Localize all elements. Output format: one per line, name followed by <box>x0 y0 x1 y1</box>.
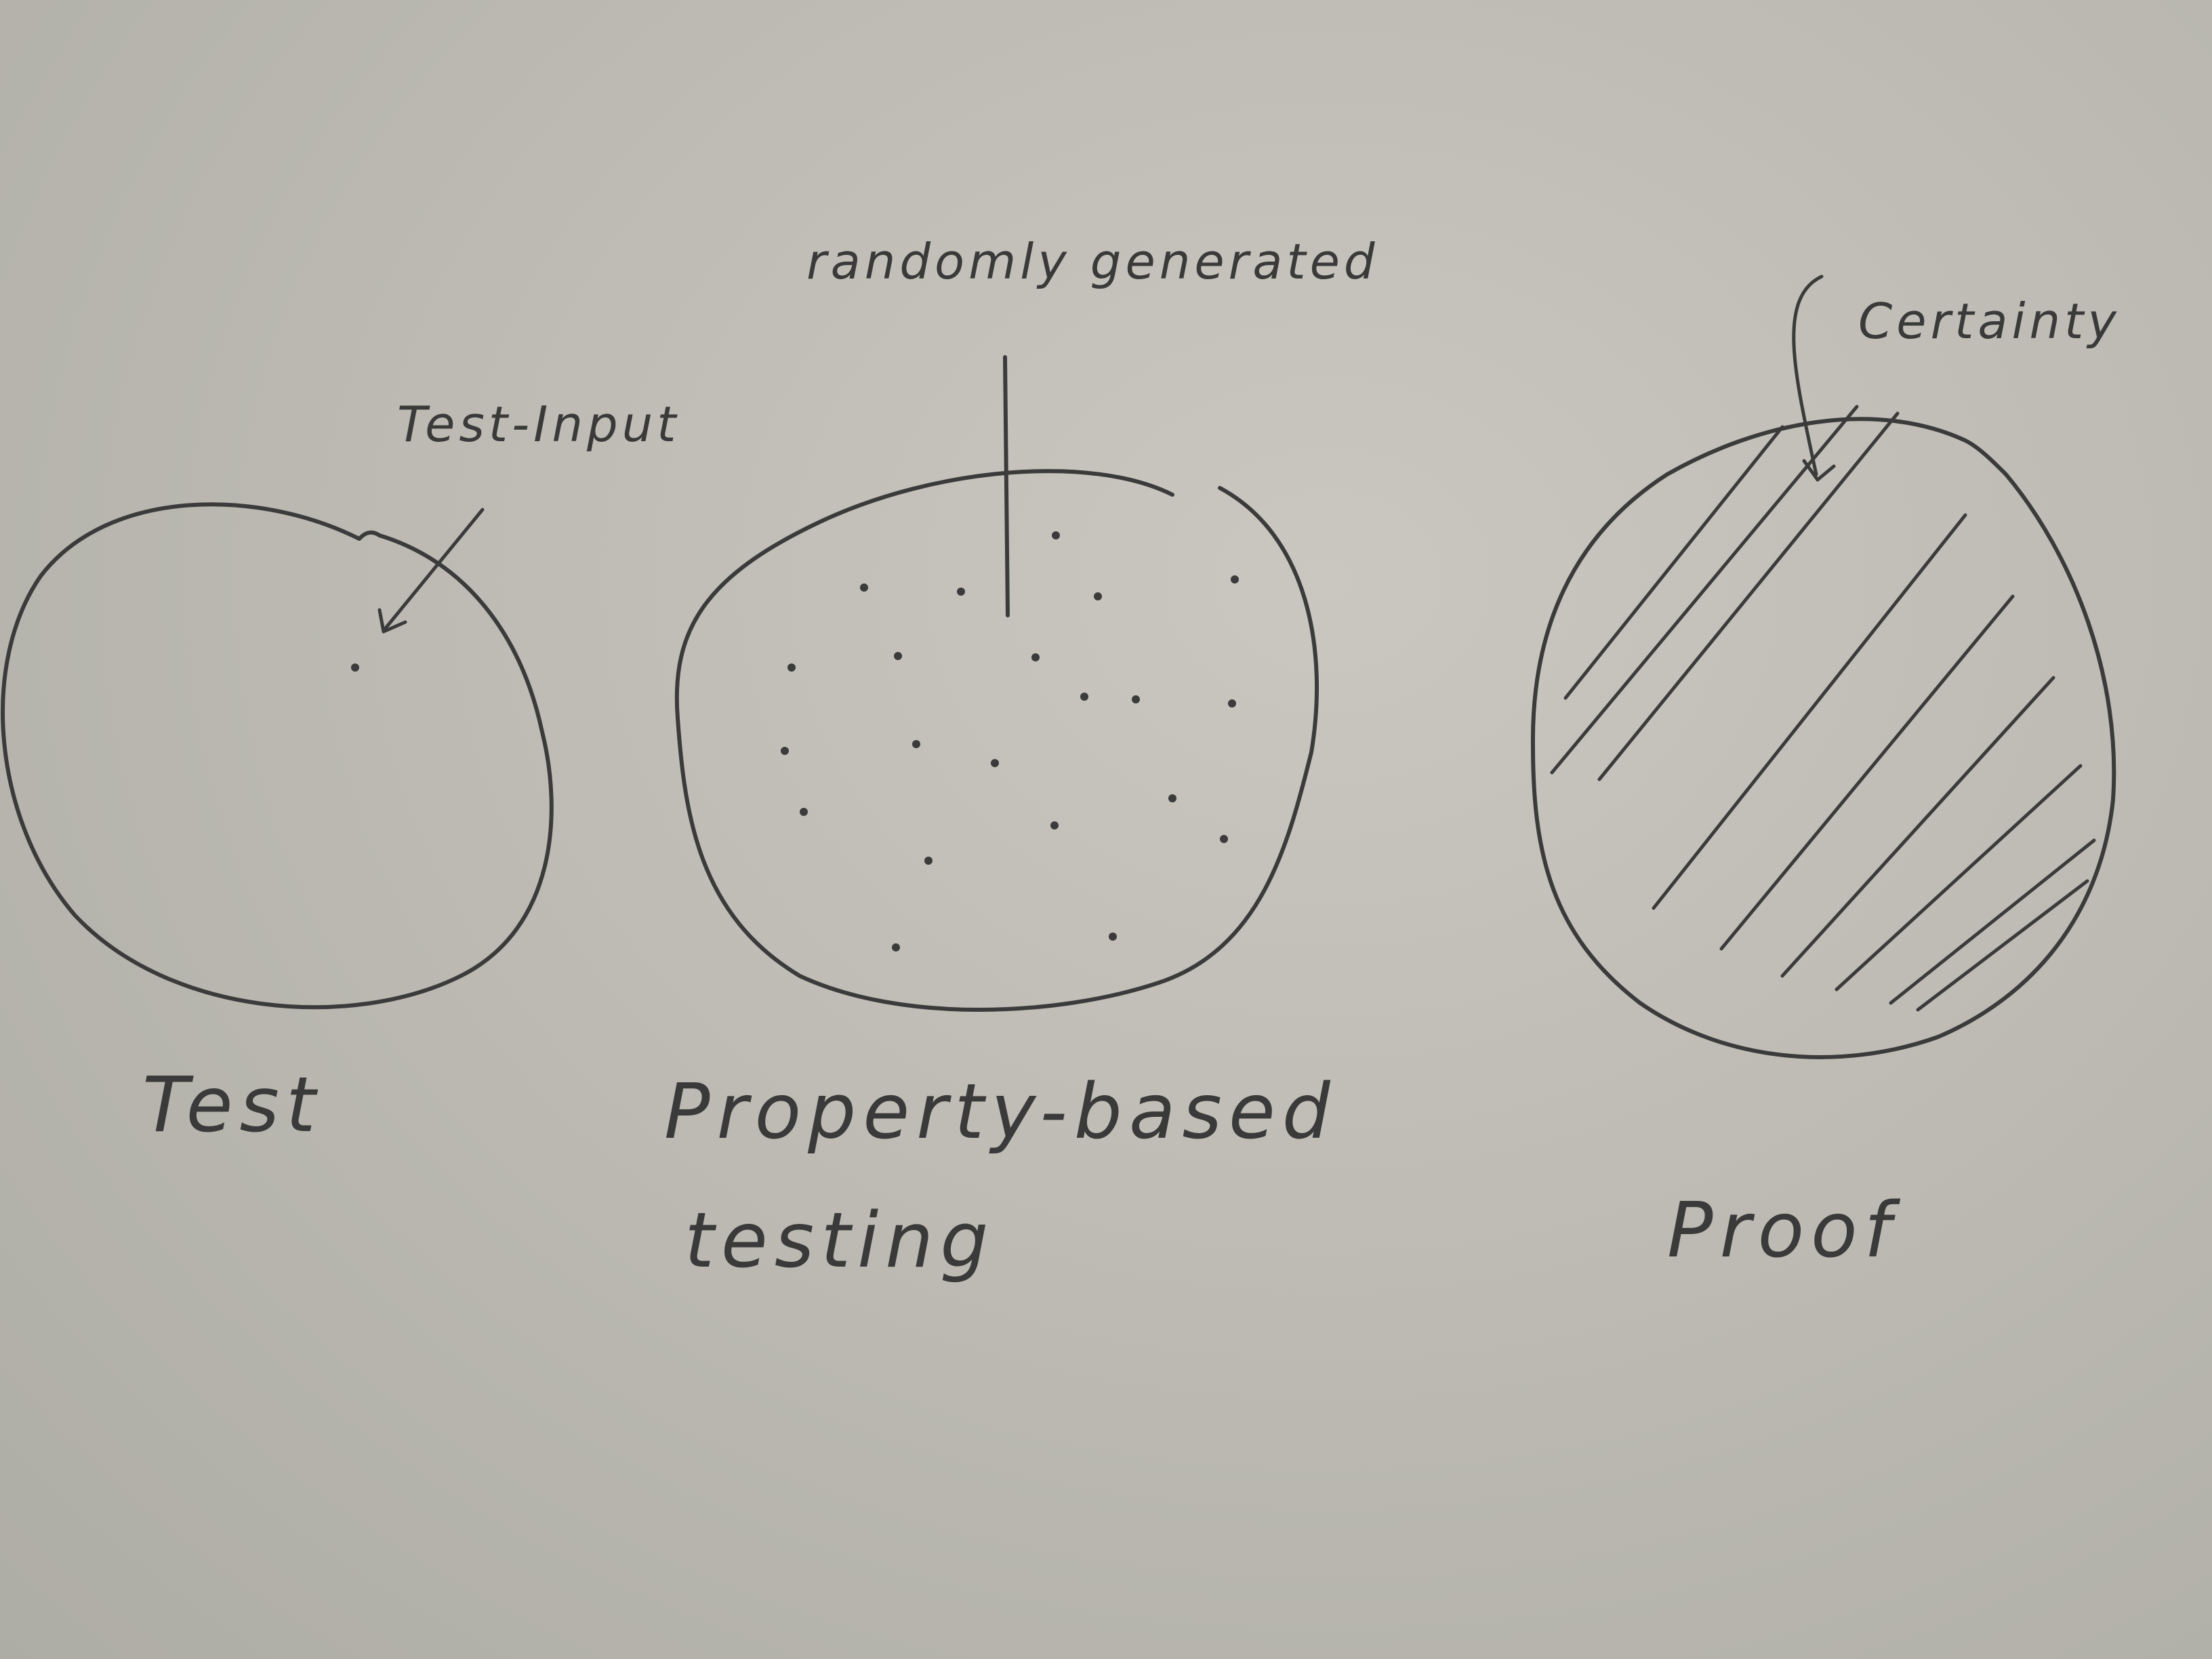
test-input-annotation: Test-Input <box>397 396 680 453</box>
random-dot <box>957 588 965 596</box>
random-dot <box>894 652 902 660</box>
test-circle <box>1 502 554 1010</box>
random-dot <box>912 740 920 748</box>
proof-hatching <box>1550 405 2096 1012</box>
random-dot <box>991 759 999 767</box>
random-dot <box>860 583 868 592</box>
random-dot <box>1031 653 1040 661</box>
random-dot <box>1168 794 1176 802</box>
test-input-arrowhead <box>377 608 407 634</box>
proof-blob <box>1530 417 2116 1059</box>
proof-label: Proof <box>1667 1187 1898 1275</box>
random-dot <box>1228 699 1236 708</box>
randomly-generated-annotation: randomly generated <box>806 233 1379 290</box>
random-test-inputs <box>781 531 1239 951</box>
random-dot <box>1050 821 1059 830</box>
random-dot <box>1109 933 1117 941</box>
test-label: Test <box>142 1061 323 1149</box>
certainty-annotation: Certainty <box>1858 293 2121 350</box>
random-dot <box>1080 693 1088 701</box>
certainty-arrow <box>1792 274 1824 476</box>
random-dot <box>1052 531 1060 539</box>
property-based-blob <box>674 469 1319 1012</box>
random-dot <box>800 808 808 816</box>
random-dot <box>781 747 789 755</box>
certainty-arrowhead <box>1802 459 1836 482</box>
random-dot <box>924 857 933 865</box>
test-input-dot <box>351 663 359 672</box>
test-input-arrow <box>383 508 485 631</box>
random-dot <box>1220 835 1228 843</box>
property-based-label-line2: testing <box>684 1197 996 1285</box>
randomly-generated-pointer <box>1003 355 1010 617</box>
random-dot <box>1094 592 1102 600</box>
random-dot <box>787 663 796 672</box>
random-dot <box>892 943 900 951</box>
property-based-label-line1: Property-based <box>664 1068 1337 1156</box>
random-dot <box>1132 695 1140 703</box>
random-dot <box>1231 575 1239 583</box>
